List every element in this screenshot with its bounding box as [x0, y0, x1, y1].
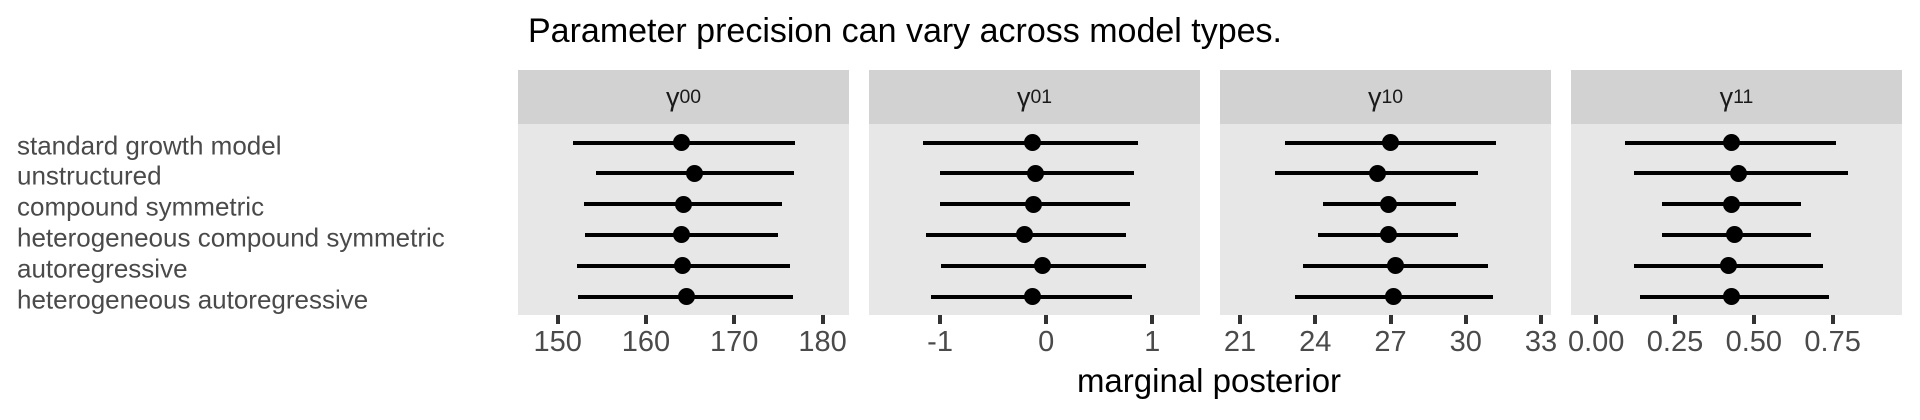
y-axis-label: compound symmetric	[17, 191, 265, 222]
facet-γ11: γ 11 0.00 0.25 0.50 0.75	[1567, 70, 1902, 405]
posterior-median-point	[1024, 195, 1042, 213]
x-axis-tick	[1673, 315, 1678, 324]
x-axis-tick-label: -1	[927, 326, 953, 358]
facet-γ01: γ 01 -1 0 1	[869, 70, 1200, 405]
posterior-median-point	[1379, 195, 1397, 213]
x-axis-tick	[1044, 315, 1049, 324]
x-axis-tick-label: 0.25	[1646, 326, 1704, 358]
posterior-median-point	[1723, 288, 1741, 305]
x-axis-tick	[1751, 315, 1756, 324]
x-axis-tick-label: 150	[533, 326, 582, 358]
posterior-median-point	[1034, 257, 1052, 275]
y-axis-label: unstructured	[17, 160, 162, 191]
posterior-median-point	[1384, 288, 1402, 305]
x-axis-tick-label: 170	[710, 326, 759, 358]
facet-panel	[518, 124, 849, 315]
facet-panel	[1220, 124, 1551, 315]
x-axis-tick-label: 1	[1144, 326, 1161, 358]
x-axis-tick	[1238, 315, 1243, 324]
facet-strip-label: γ 11	[1571, 70, 1902, 124]
facet-panel	[869, 124, 1200, 315]
facet-strip-label: γ 01	[869, 70, 1200, 124]
x-axis-tick	[1538, 315, 1543, 324]
x-axis-tick-label: 0.00	[1567, 326, 1625, 358]
facet-γ10: γ 10 21 24 27 30 33	[1220, 70, 1557, 405]
x-axis-tick	[732, 315, 737, 324]
x-axis-tick-label: 24	[1299, 326, 1332, 358]
posterior-median-point	[672, 134, 690, 151]
posterior-median-point	[1726, 226, 1744, 244]
chart-title: Parameter precision can vary across mode…	[528, 12, 1282, 50]
x-axis-tick	[1463, 315, 1468, 324]
x-axis-tick-label: 0	[1038, 326, 1055, 358]
x-axis-tick	[820, 315, 825, 324]
posterior-median-point	[1023, 134, 1041, 151]
posterior-median-point	[1723, 195, 1741, 213]
y-axis-label: heterogeneous compound symmetric	[17, 222, 445, 253]
x-axis-tick	[643, 315, 648, 324]
x-axis-title: marginal posterior	[1076, 362, 1342, 399]
x-axis-tick-label: 0.75	[1804, 326, 1861, 358]
facet-strip-label: γ 00	[518, 70, 849, 124]
facet-γ00: γ 00 150 160 170 180	[518, 70, 849, 405]
x-axis-tick-label: 27	[1374, 326, 1407, 358]
x-axis-tick	[1594, 315, 1599, 324]
x-axis-tick	[938, 315, 943, 324]
posterior-median-point	[1729, 164, 1747, 182]
posterior-median-point	[1379, 226, 1397, 244]
posterior-median-point	[675, 195, 693, 213]
posterior-median-point	[686, 164, 704, 182]
posterior-median-point	[1387, 257, 1405, 275]
x-axis-tick-label: 30	[1449, 326, 1482, 358]
posterior-median-point	[1016, 226, 1034, 244]
x-axis-tick	[1388, 315, 1393, 324]
x-axis-tick-label: 180	[798, 326, 847, 358]
y-axis-label: autoregressive	[17, 253, 188, 284]
y-axis-label: standard growth model	[17, 130, 282, 160]
facet-strip-label: γ 10	[1220, 70, 1551, 124]
posterior-median-point	[1723, 134, 1741, 151]
x-axis-tick-label: 160	[621, 326, 671, 358]
posterior-median-point	[672, 226, 690, 244]
x-axis-tick-label: 33	[1524, 326, 1558, 358]
x-axis-tick	[1150, 315, 1155, 324]
posterior-median-point	[673, 257, 691, 275]
posterior-median-point	[1720, 257, 1738, 275]
posterior-median-point	[1027, 164, 1045, 182]
posterior-median-point	[1023, 288, 1041, 305]
x-axis-tick-label: 21	[1223, 326, 1257, 358]
x-axis-tick	[1830, 315, 1835, 324]
posterior-median-point	[1369, 164, 1387, 182]
x-axis-tick	[1313, 315, 1318, 324]
x-axis-tick	[555, 315, 560, 324]
posterior-median-point	[678, 288, 696, 305]
x-axis-tick-label: 0.50	[1725, 326, 1783, 358]
facet-panel	[1571, 124, 1902, 315]
y-axis-label: heterogeneous autoregressive	[17, 284, 369, 314]
posterior-median-point	[1382, 134, 1399, 151]
